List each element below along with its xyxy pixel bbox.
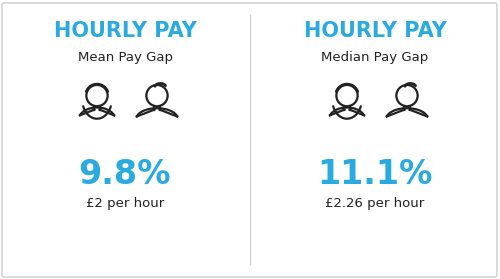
Text: Mean Pay Gap: Mean Pay Gap — [78, 50, 172, 64]
Text: £2.26 per hour: £2.26 per hour — [326, 196, 424, 210]
Text: Median Pay Gap: Median Pay Gap — [322, 50, 428, 64]
Text: 9.8%: 9.8% — [79, 158, 171, 191]
Text: HOURLY PAY: HOURLY PAY — [54, 21, 197, 41]
Text: £2 per hour: £2 per hour — [86, 196, 164, 210]
Text: 11.1%: 11.1% — [318, 158, 432, 191]
Text: HOURLY PAY: HOURLY PAY — [304, 21, 446, 41]
FancyBboxPatch shape — [2, 3, 497, 277]
